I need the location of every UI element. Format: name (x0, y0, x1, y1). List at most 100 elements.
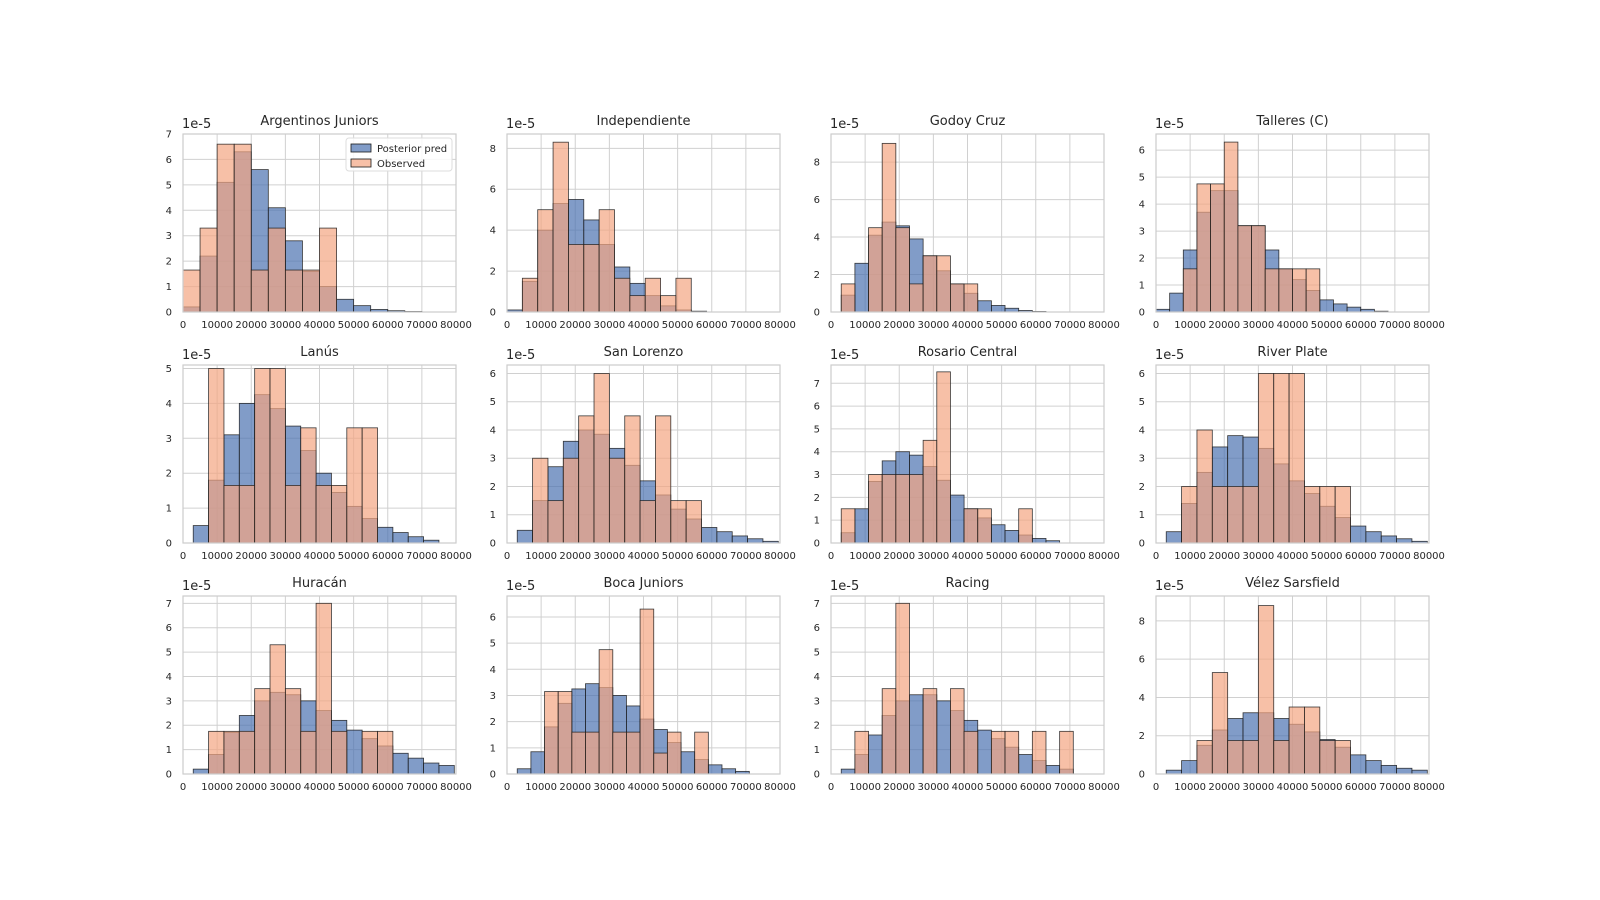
x-tick-label: 20000 (235, 320, 267, 331)
observed-bar (1182, 268, 1198, 313)
axes-frame (1155, 595, 1430, 775)
axes-frame (1155, 133, 1430, 313)
x-tick-label: 40000 (304, 551, 336, 562)
y-tick-label: 2 (166, 469, 172, 480)
observed-bar (557, 691, 573, 775)
y-tick-label: 2 (166, 257, 172, 268)
x-tick-label: 10000 (525, 551, 557, 562)
observed-bar (644, 277, 661, 313)
x-tick-label: 80000 (1088, 320, 1120, 331)
y-tick-label: 6 (814, 402, 820, 413)
x-tick-label: 60000 (1345, 782, 1377, 793)
posterior-pred-bar (377, 526, 394, 544)
observed-bar (614, 277, 631, 313)
observed-bar (936, 371, 951, 544)
posterior-pred-bar (731, 535, 748, 544)
observed-bar (552, 141, 569, 313)
y-tick-label: 2 (1139, 482, 1145, 493)
posterior-pred-bar (392, 532, 409, 544)
subplot-panel: Rosario Central 1e-5 0 10000 20000 30000 40000… (814, 345, 1120, 562)
x-tick-label: 40000 (1277, 782, 1309, 793)
y-tick-label: 3 (490, 691, 496, 702)
posterior-pred-bar (747, 538, 764, 544)
observed-bar (216, 143, 235, 313)
axes-frame (1155, 364, 1430, 544)
x-tick-label: 30000 (1242, 551, 1274, 562)
subplot-panel: Boca Juniors 1e-5 0 10000 20000 30000 40000 500… (490, 576, 796, 793)
posterior-pred-bar (438, 765, 455, 775)
x-tick-label: 30000 (1242, 782, 1274, 793)
observed-bar (238, 485, 256, 544)
x-tick-label: 70000 (1379, 551, 1411, 562)
posterior-pred-bar (990, 305, 1006, 313)
observed-bar (208, 368, 225, 544)
x-tick-label: 50000 (662, 320, 694, 331)
observed-bar (639, 608, 655, 775)
observed-bar (254, 368, 271, 544)
x-tick-label: 60000 (1345, 551, 1377, 562)
y-tick-label: 5 (814, 648, 820, 659)
subplot-panel: Lanús 1e-5 0 10000 20000 30000 40000 50000 60000… (166, 345, 472, 562)
subplot-title: Independiente (596, 114, 690, 129)
posterior-pred-bar (423, 762, 440, 775)
observed-bar (1278, 268, 1293, 313)
subplot-panel: Huracán 1e-5 0 10000 20000 30000 40000 50000 600… (166, 576, 472, 793)
observed-bar (544, 691, 559, 775)
x-tick-label: 10000 (525, 320, 557, 331)
x-tick-label: 20000 (235, 551, 267, 562)
subplot-panel: River Plate 1e-5 0 10000 20000 30000 40000 5000… (1139, 345, 1445, 562)
x-tick-label: 70000 (406, 551, 438, 562)
x-tick-label: 80000 (764, 320, 796, 331)
posterior-pred-bar (840, 768, 856, 775)
observed-bar (868, 474, 883, 544)
x-tick-label: 30000 (593, 782, 625, 793)
observed-bar (895, 227, 910, 313)
observed-bar (660, 295, 677, 313)
y-tick-label: 1 (166, 282, 172, 293)
y-tick-label: 1 (814, 745, 820, 756)
subplot-panel: Talleres (C) 1e-5 0 10000 20000 30000 40000 500… (1139, 114, 1445, 331)
observed-bar (1227, 740, 1244, 775)
x-tick-label: 80000 (764, 551, 796, 562)
observed-bar (315, 602, 332, 775)
y-tick-label: 3 (814, 470, 820, 481)
x-tick-label: 80000 (440, 782, 472, 793)
posterior-pred-bar (977, 300, 992, 313)
posterior-pred-bar (1165, 531, 1182, 544)
observed-bar (331, 485, 348, 544)
x-tick-label: 20000 (1208, 782, 1240, 793)
y-tick-label: 3 (166, 696, 172, 707)
observed-bar (300, 730, 317, 775)
subplot-title: Vélez Sarsfield (1245, 576, 1340, 591)
x-tick-label: 20000 (559, 782, 591, 793)
observed-bar (1305, 268, 1321, 313)
y-tick-label: 8 (1139, 616, 1145, 627)
x-tick-label: 60000 (1020, 320, 1052, 331)
y-offset-label: 1e-5 (1155, 579, 1184, 594)
posterior-pred-bar (1346, 306, 1362, 313)
observed-bar (346, 427, 363, 544)
x-tick-label: 50000 (986, 320, 1018, 331)
y-tick-label: 2 (166, 721, 172, 732)
x-tick-label: 20000 (235, 782, 267, 793)
x-tick-label: 0 (1153, 782, 1159, 793)
posterior-pred-bar (950, 494, 965, 544)
x-tick-label: 50000 (986, 782, 1018, 793)
observed-bar (284, 485, 302, 544)
x-tick-label: 50000 (338, 320, 370, 331)
subplot-panel: Godoy Cruz 1e-5 0 10000 20000 30000 40000 50000… (814, 114, 1120, 331)
posterior-pred-bar (516, 529, 533, 544)
observed-bar (562, 457, 580, 544)
legend: Posterior pred Observed (345, 137, 453, 172)
axes-frame (506, 133, 781, 313)
y-tick-label: 2 (814, 493, 820, 504)
posterior-pred-bar (1004, 530, 1020, 544)
posterior-pred-bar (854, 262, 869, 313)
observed-bar (208, 730, 225, 775)
x-tick-label: 50000 (1311, 320, 1343, 331)
y-offset-label: 1e-5 (182, 579, 211, 594)
posterior-pred-bar (1333, 303, 1348, 313)
y-tick-label: 3 (490, 454, 496, 465)
observed-bar (1319, 486, 1336, 544)
x-tick-label: 80000 (1088, 551, 1120, 562)
